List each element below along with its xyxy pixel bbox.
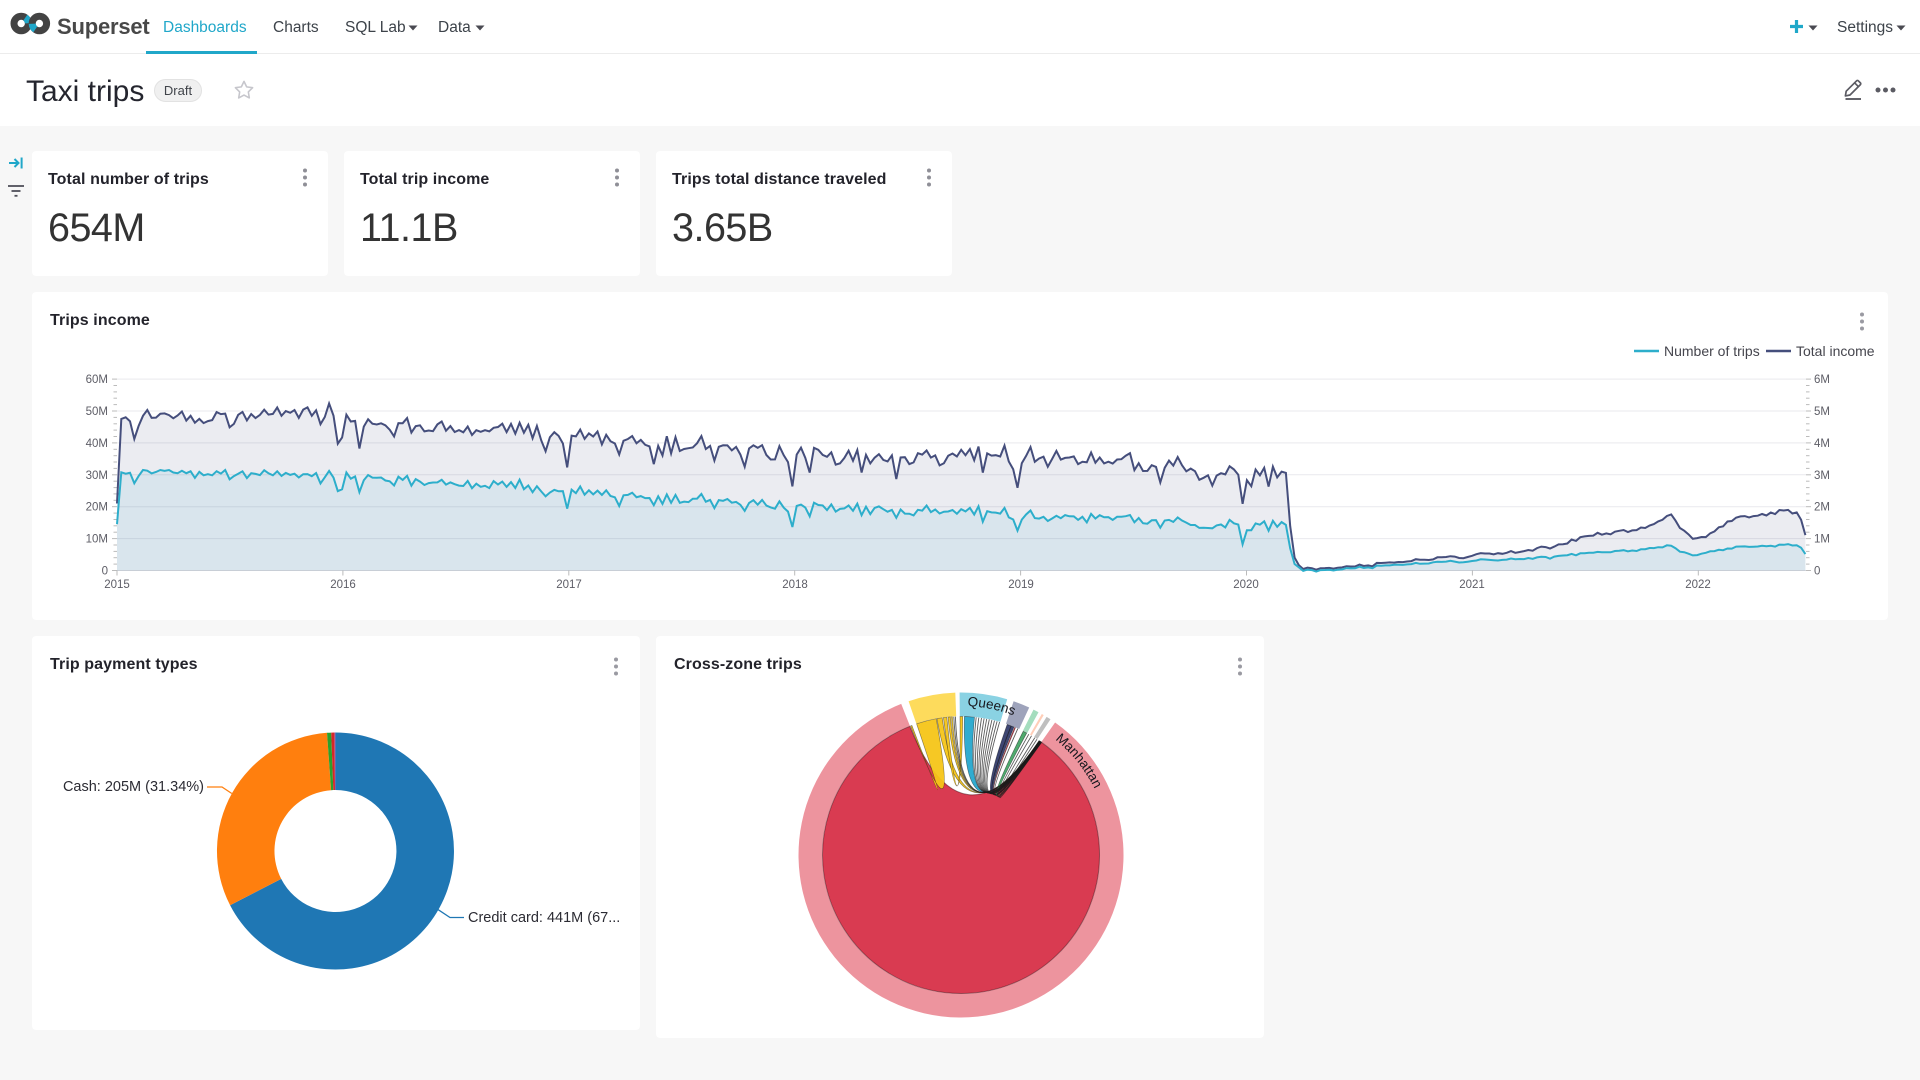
svg-text:0: 0 xyxy=(102,566,108,578)
svg-text:2020: 2020 xyxy=(1233,579,1259,591)
svg-text:6M: 6M xyxy=(1814,374,1830,386)
svg-text:Credit card: 441M (67...: Credit card: 441M (67... xyxy=(468,910,620,926)
svg-text:2018: 2018 xyxy=(782,579,808,591)
svg-text:4M: 4M xyxy=(1814,438,1830,450)
svg-text:50M: 50M xyxy=(86,406,108,418)
svg-text:2M: 2M xyxy=(1814,502,1830,514)
svg-text:20M: 20M xyxy=(86,502,108,514)
svg-text:1M: 1M xyxy=(1814,534,1830,546)
svg-text:Cash: 205M (31.34%): Cash: 205M (31.34%) xyxy=(63,779,204,795)
svg-text:10M: 10M xyxy=(86,534,108,546)
svg-text:2017: 2017 xyxy=(556,579,582,591)
svg-text:0: 0 xyxy=(1814,566,1820,578)
svg-text:3M: 3M xyxy=(1814,470,1830,482)
svg-text:Number of trips: Number of trips xyxy=(1664,343,1760,359)
svg-text:60M: 60M xyxy=(86,374,108,386)
svg-text:2019: 2019 xyxy=(1008,579,1034,591)
svg-text:2021: 2021 xyxy=(1459,579,1485,591)
svg-text:2016: 2016 xyxy=(330,579,356,591)
svg-text:30M: 30M xyxy=(86,470,108,482)
svg-text:2015: 2015 xyxy=(104,579,130,591)
svg-text:2022: 2022 xyxy=(1685,579,1711,591)
svg-text:40M: 40M xyxy=(86,438,108,450)
svg-text:Total income: Total income xyxy=(1796,343,1875,359)
svg-text:5M: 5M xyxy=(1814,406,1830,418)
